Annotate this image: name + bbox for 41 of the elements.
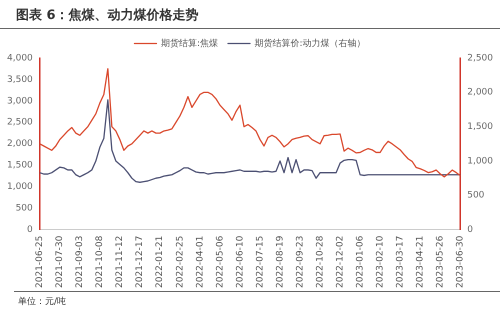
y2-tick-label: 2,000 <box>467 88 494 98</box>
y2-tick-label: 1,000 <box>467 156 494 166</box>
x-tick-label: 2021-07-30 <box>55 235 66 288</box>
y-tick-label: 4,000 <box>7 53 34 64</box>
chart-title: 图表 6：焦煤、动力煤价格走势 <box>0 0 500 29</box>
x-tick-label: 2023-02-10 <box>375 235 386 288</box>
x-tick-label: 2021-10-08 <box>95 235 106 288</box>
y-tick-label: 3,500 <box>7 74 34 85</box>
text: 单位：元/吨 <box>18 297 66 307</box>
x-tick-label: 2022-01-21 <box>155 236 166 288</box>
x-tick-label: 2023-05-26 <box>436 235 446 288</box>
y-tick-label: 500 <box>16 204 34 214</box>
y2-tick-label: 1,500 <box>467 122 494 132</box>
y-tick-label: 1,000 <box>7 182 34 192</box>
x-tick-label: 2023-04-21 <box>416 236 426 288</box>
x-tick-label: 2021-09-03 <box>75 236 86 288</box>
x-tick-label: 2022-02-25 <box>175 236 186 288</box>
y-tick-label: 2,000 <box>7 139 34 150</box>
y-tick-label: 2,500 <box>7 118 34 128</box>
x-tick-label: 2023-03-17 <box>396 236 406 288</box>
x-tick-label: 2021-06-25 <box>35 236 46 288</box>
legend-label: 期货结算:焦煤 <box>160 38 218 49</box>
y2-tick-label: 500 <box>467 190 485 201</box>
x-tick-label: 2022-08-19 <box>275 235 286 288</box>
legend-label: 期货结算价:动力煤（右轴） <box>254 38 366 49</box>
y-tick-label: 3,000 <box>7 96 34 106</box>
x-tick-label: 2022-06-10 <box>235 235 246 288</box>
y-tick-label: 1,500 <box>7 160 34 171</box>
y2-tick-label: 0 <box>467 225 474 236</box>
x-tick-label: 2022-04-01 <box>195 236 206 288</box>
x-tick-label: 2022-05-06 <box>215 235 226 288</box>
x-tick-label: 2022-12-02 <box>335 236 346 288</box>
x-tick-label: 2022-07-15 <box>255 236 266 288</box>
y2-tick-label: 2,500 <box>467 53 494 64</box>
x-tick-label: 2022-10-28 <box>315 235 326 288</box>
x-tick-label: 2023-01-06 <box>355 235 366 288</box>
x-tick-label: 2021-12-17 <box>135 236 146 288</box>
x-tick-label: 2022-09-23 <box>295 236 306 288</box>
x-tick-label: 2023-06-30 <box>456 235 466 288</box>
y-tick-label: 0 <box>27 225 34 236</box>
x-tick-label: 2021-11-12 <box>115 236 126 288</box>
